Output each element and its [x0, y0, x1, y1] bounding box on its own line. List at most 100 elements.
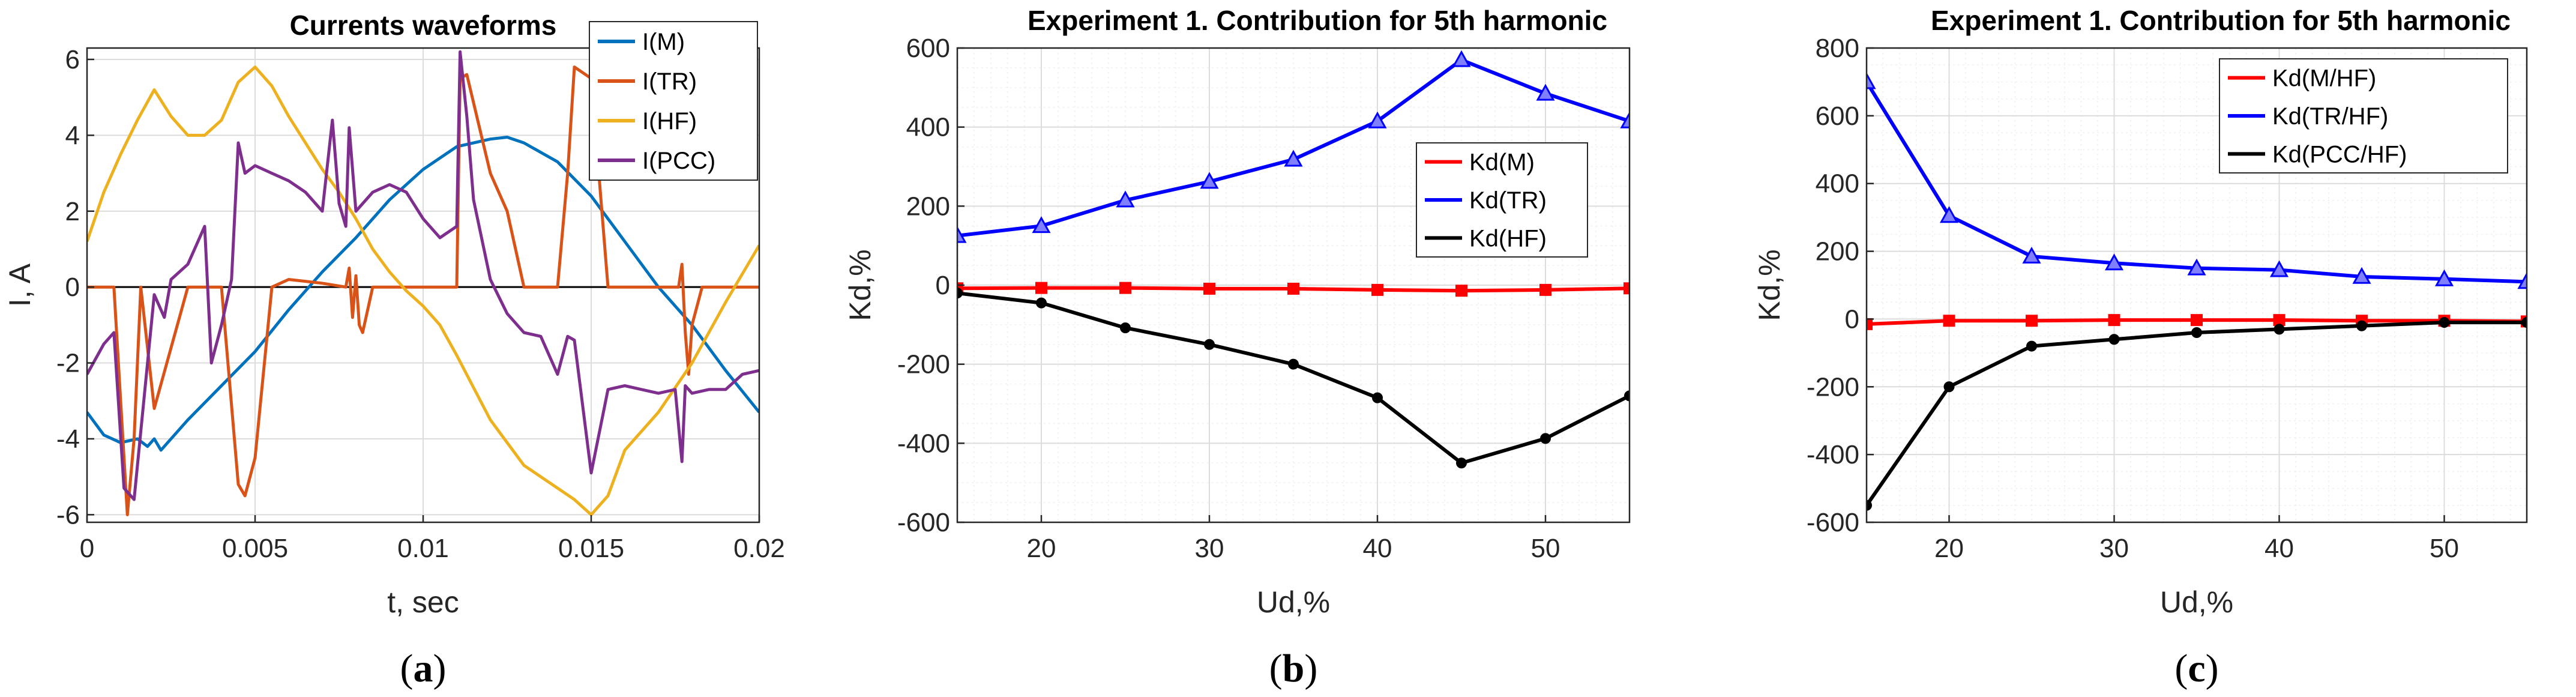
chart-2-series-kd-pcc-hf-point — [2026, 340, 2037, 352]
chart-0-legend-i-tr-label: I(TR) — [642, 68, 697, 95]
chart-1-xtick-label: 20 — [1027, 534, 1056, 563]
chart-0-series-i-m-line — [87, 136, 759, 452]
chart-2-series-kd-m-hf-point — [1943, 315, 1955, 327]
chart-1-series-kd-m-point — [1119, 282, 1131, 294]
chart-2-series-kd-tr-hf-point — [1939, 206, 1959, 223]
chart-1-title: Experiment 1. Contribution for 5th harmo… — [1028, 5, 1607, 36]
chart-2-series-kd-tr-hf-point — [2517, 272, 2527, 289]
chart-1-series-kd-tr-point — [1452, 50, 1471, 67]
chart-2-legend-box — [2219, 58, 2508, 173]
chart-0-xtick-label: 0.015 — [558, 534, 624, 563]
chart-0-legend-i-m-label: I(M) — [642, 29, 685, 55]
chart-1-series-kd-tr-point — [1536, 83, 1555, 101]
chart-1-xtick-label: 40 — [1363, 534, 1392, 563]
chart-1-series-kd-m-point — [957, 282, 963, 295]
chart-2-series-kd-pcc-hf-point — [2191, 327, 2202, 338]
chart-1-series-kd-m-point — [1624, 282, 1630, 295]
chart-1-xlabel: Ud,% — [1257, 585, 1330, 619]
chart-1-series-kd-hf-point — [1288, 358, 1299, 370]
chart-0-caption-letter: a — [414, 647, 433, 690]
chart-experiment-contribution-b: 20 30 40 50 -600 -400 -200 0 200 400 600 Experiment… — [843, 5, 1631, 690]
chart-1-xtick-label: 30 — [1195, 534, 1224, 563]
chart-1-series-kd-hf-point — [1372, 392, 1383, 403]
chart-0-series-i-hf-line — [87, 65, 759, 516]
chart-1-series-kd-m-point — [1539, 283, 1551, 296]
chart-2-ytick-label: -600 — [1807, 508, 1859, 537]
chart-1-series-kd-hf-point — [1120, 322, 1131, 334]
chart-2-caption-letter: c — [2188, 647, 2205, 690]
chart-2-xtick-label: 50 — [2430, 534, 2459, 563]
chart-1-series-kd-m-point — [1203, 282, 1215, 295]
chart-2-series-kd-m-hf-point — [1867, 318, 1873, 330]
chart-2-series-kd-pcc-hf-point — [2108, 334, 2120, 345]
chart-2-xtick-label: 30 — [2099, 534, 2129, 563]
chart-0-xtick-label: 0.01 — [397, 534, 449, 563]
chart-1-series-kd-tr-point — [1200, 172, 1219, 189]
chart-0-legend: I(M) I(TR) I(HF) I(PCC) — [589, 21, 758, 181]
chart-2-xlabel: Ud,% — [2160, 585, 2233, 619]
chart-2-series-kd-tr-hf-point — [2022, 246, 2041, 264]
chart-0-ytick-label: -6 — [56, 500, 80, 530]
chart-1-series-kd-m-point — [1287, 282, 1299, 295]
chart-1-ytick-label: -600 — [897, 508, 950, 537]
chart-1-series-kd-m-point — [1371, 283, 1383, 296]
chart-experiment-contribution-c: 20 30 40 50 -600 -400 -200 0 200 400 600 800 Experim… — [1753, 5, 2528, 690]
chart-2-series-kd-m-hf-point — [2191, 314, 2203, 327]
chart-0-xlabel: t, sec — [387, 585, 459, 619]
chart-2-xtick-label: 20 — [1934, 534, 1964, 563]
chart-1-series-kd-tr-point — [1284, 149, 1303, 167]
chart-1-legend-kd-hf-label: Kd(HF) — [1469, 225, 1547, 252]
chart-1-legend: Kd(M) Kd(TR) Kd(HF) — [1416, 142, 1588, 258]
chart-2-series-kd-tr-hf-point — [2269, 260, 2289, 277]
chart-1-series-kd-tr-point — [1032, 216, 1051, 234]
chart-0-legend-i-hf-label: I(HF) — [642, 108, 697, 134]
chart-1-caption-open: ( — [1269, 647, 1283, 690]
chart-1-caption-letter: b — [1283, 647, 1305, 690]
chart-2-series-kd-pcc-hf-point — [1867, 499, 1872, 511]
chart-2-series-kd-tr-hf-point — [2104, 253, 2124, 271]
chart-0-series-i-pcc-line — [87, 50, 759, 501]
chart-2-series-kd-tr-hf-point — [2187, 258, 2206, 276]
chart-1-series-kd-hf-point — [1456, 457, 1467, 469]
chart-2-axes-box — [1865, 47, 2528, 524]
chart-2-series-kd-pcc-hf-point — [2356, 320, 2367, 331]
chart-2-legend-kd-tr-hf-label: Kd(TR/HF) — [2272, 103, 2388, 130]
chart-1-ytick-label: 400 — [906, 113, 950, 142]
chart-1-series-kd-hf-point — [1204, 339, 1215, 350]
chart-0-ytick-label: -4 — [56, 424, 80, 454]
chart-0-legend-box — [589, 21, 758, 181]
chart-1-ytick-label: -200 — [897, 350, 950, 379]
chart-2-series-kd-tr-hf-point — [1867, 72, 1876, 89]
chart-1-series-kd-hf-point — [1624, 390, 1630, 402]
chart-2-xtick-label: 40 — [2265, 534, 2294, 563]
chart-2-caption: (c) — [2174, 647, 2218, 690]
chart-2-series-kd-tr-hf-point — [2352, 267, 2371, 284]
chart-1-series-kd-tr-point — [1620, 111, 1630, 128]
chart-1-ytick-label: -400 — [897, 429, 950, 458]
chart-1-ytick-label: 200 — [906, 192, 950, 221]
chart-2-ytick-label: 400 — [1816, 169, 1859, 199]
chart-1-legend-kd-tr-label: Kd(TR) — [1469, 187, 1547, 214]
chart-2-ytick-label: 0 — [1845, 304, 1859, 334]
chart-2-caption-open: ( — [2174, 647, 2188, 690]
chart-1-series-kd-hf-point — [1540, 433, 1551, 444]
chart-2-ytick-label: -200 — [1807, 372, 1859, 402]
chart-2-caption-close: ) — [2206, 647, 2219, 690]
chart-0-ytick-label: 6 — [65, 45, 80, 74]
chart-2-series-kd-m-hf-point — [2026, 315, 2038, 327]
chart-2-series-kd-pcc-hf-point — [2274, 324, 2285, 335]
chart-1-series-kd-tr-point — [1368, 111, 1387, 128]
chart-2-title: Experiment 1. Contribution for 5th harmo… — [1931, 5, 2511, 36]
chart-2-ytick-label: -400 — [1807, 440, 1859, 469]
chart-1-ylabel: Kd,% — [843, 249, 877, 321]
chart-1-series-kd-m-point — [1035, 282, 1047, 294]
chart-2-legend-kd-m-hf-label: Kd(M/HF) — [2272, 65, 2376, 92]
chart-1-caption-close: ) — [1304, 647, 1317, 690]
chart-2-series-kd-tr-hf-point — [2434, 269, 2454, 286]
chart-1-xtick-label: 50 — [1531, 534, 1560, 563]
chart-0-caption: (a) — [400, 647, 447, 690]
chart-currents-waveforms: 0 0.005 0.01 0.015 0.02 -6 -4 -2 0 2 4 6 Currents wa… — [3, 10, 785, 690]
chart-1-series-kd-tr-point — [957, 226, 967, 243]
chart-0-xtick-label: 0.005 — [222, 534, 288, 563]
